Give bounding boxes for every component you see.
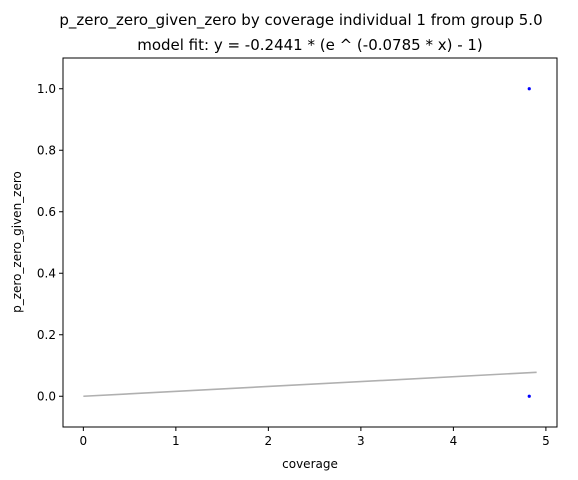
- data-point: [527, 394, 531, 398]
- y-tick-label: 0.8: [37, 143, 56, 157]
- x-tick-label: 1: [172, 434, 180, 448]
- y-axis-ticks: 0.0 0.2 0.4 0.6 0.8 1.0: [37, 82, 63, 403]
- y-tick-label: 0.6: [37, 205, 56, 219]
- x-tick-label: 5: [542, 434, 550, 448]
- y-axis-label: p_zero_zero_given_zero: [10, 171, 24, 313]
- x-tick-label: 4: [450, 434, 458, 448]
- x-tick-label: 2: [265, 434, 273, 448]
- y-tick-label: 0.4: [37, 266, 56, 280]
- x-axis-ticks: 0 1 2 3 4 5: [80, 427, 550, 448]
- plot-area: [62, 57, 558, 428]
- y-tick-label: 1.0: [37, 82, 56, 96]
- x-tick-label: 3: [357, 434, 365, 448]
- data-points: [527, 87, 531, 398]
- axes-frame: [62, 57, 558, 428]
- y-tick-label: 0.0: [37, 389, 56, 403]
- x-tick-label: 0: [80, 434, 88, 448]
- chart-subtitle: model fit: y = -0.2441 * (e ^ (-0.0785 *…: [137, 36, 483, 54]
- x-axis-label: coverage: [282, 457, 338, 471]
- fit-line: [83, 371, 537, 398]
- data-point: [527, 87, 531, 91]
- y-tick-label: 0.2: [37, 328, 56, 342]
- chart-title: p_zero_zero_given_zero by coverage indiv…: [59, 11, 542, 30]
